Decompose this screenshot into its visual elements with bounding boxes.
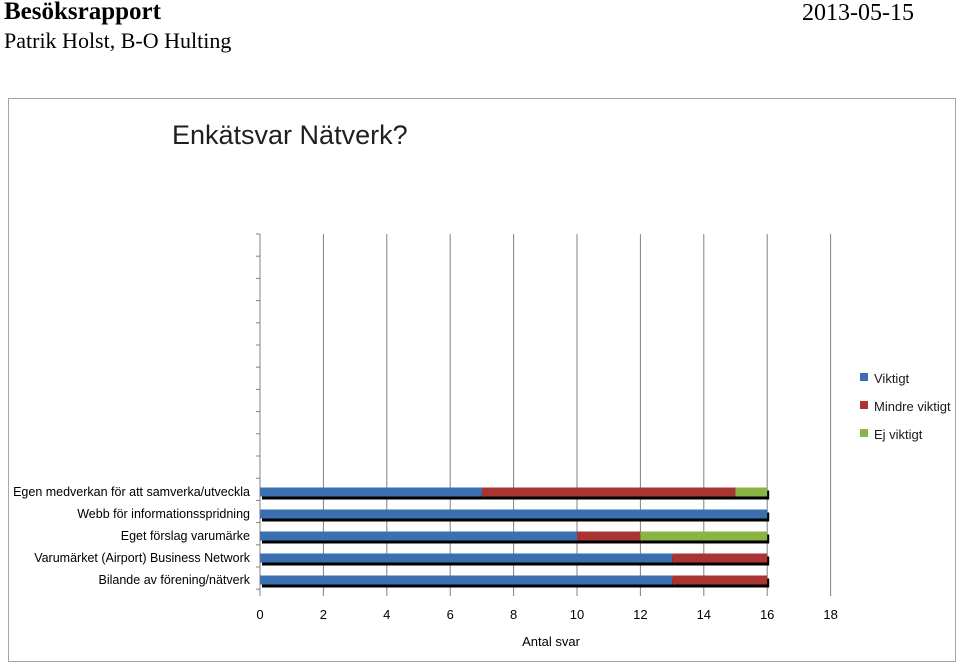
bar-segment bbox=[672, 575, 768, 585]
bar-segment bbox=[260, 553, 673, 563]
x-axis-ticks: 0 2 4 6 8 10 12 14 16 18 bbox=[256, 607, 837, 622]
bar-segment bbox=[260, 575, 673, 585]
legend-label: Ej viktigt bbox=[874, 427, 923, 442]
bar-segment bbox=[260, 531, 577, 541]
chart-legend: Viktigt Mindre viktigt Ej viktigt bbox=[860, 371, 951, 442]
x-tick-label: 16 bbox=[760, 607, 774, 622]
category-label: Varumärket (Airport) Business Network bbox=[34, 551, 251, 565]
x-tick-label: 2 bbox=[320, 607, 327, 622]
category-label: Eget förslag varumärke bbox=[121, 529, 250, 543]
x-tick-label: 0 bbox=[256, 607, 263, 622]
x-tick-label: 18 bbox=[823, 607, 837, 622]
x-tick-label: 14 bbox=[697, 607, 711, 622]
bar-segment bbox=[672, 553, 768, 563]
legend-label: Viktigt bbox=[874, 371, 910, 386]
bar-segment bbox=[481, 487, 736, 497]
legend-swatch bbox=[860, 373, 868, 381]
report-authors: Patrik Holst, B-O Hulting bbox=[4, 28, 232, 53]
x-axis-title: Antal svar bbox=[522, 634, 580, 649]
category-label: Bilande av förening/nätverk bbox=[99, 573, 251, 587]
bar-segment bbox=[260, 487, 482, 497]
chart-title: Enkätsvar Nätverk? bbox=[172, 120, 408, 150]
chart-bars bbox=[260, 487, 770, 588]
report-date: 2013-05-15 bbox=[802, 0, 914, 26]
chart-frame bbox=[8, 98, 956, 662]
x-tick-label: 4 bbox=[383, 607, 390, 622]
bar-segment bbox=[577, 531, 641, 541]
legend-label: Mindre viktigt bbox=[874, 399, 951, 414]
bar-segment bbox=[735, 487, 768, 497]
x-tick-label: 10 bbox=[570, 607, 584, 622]
bar-segment bbox=[260, 509, 768, 519]
category-label: Webb för informationsspridning bbox=[77, 507, 250, 521]
legend-swatch bbox=[860, 429, 868, 437]
category-labels: Egen medverkan för att samverka/utveckla… bbox=[13, 485, 251, 587]
x-tick-label: 12 bbox=[633, 607, 647, 622]
report-title: Besöksrapport bbox=[4, 0, 161, 25]
category-label: Egen medverkan för att samverka/utveckla bbox=[13, 485, 250, 499]
legend-swatch bbox=[860, 401, 868, 409]
x-tick-label: 6 bbox=[447, 607, 454, 622]
x-tick-label: 8 bbox=[510, 607, 517, 622]
bar-segment bbox=[640, 531, 768, 541]
